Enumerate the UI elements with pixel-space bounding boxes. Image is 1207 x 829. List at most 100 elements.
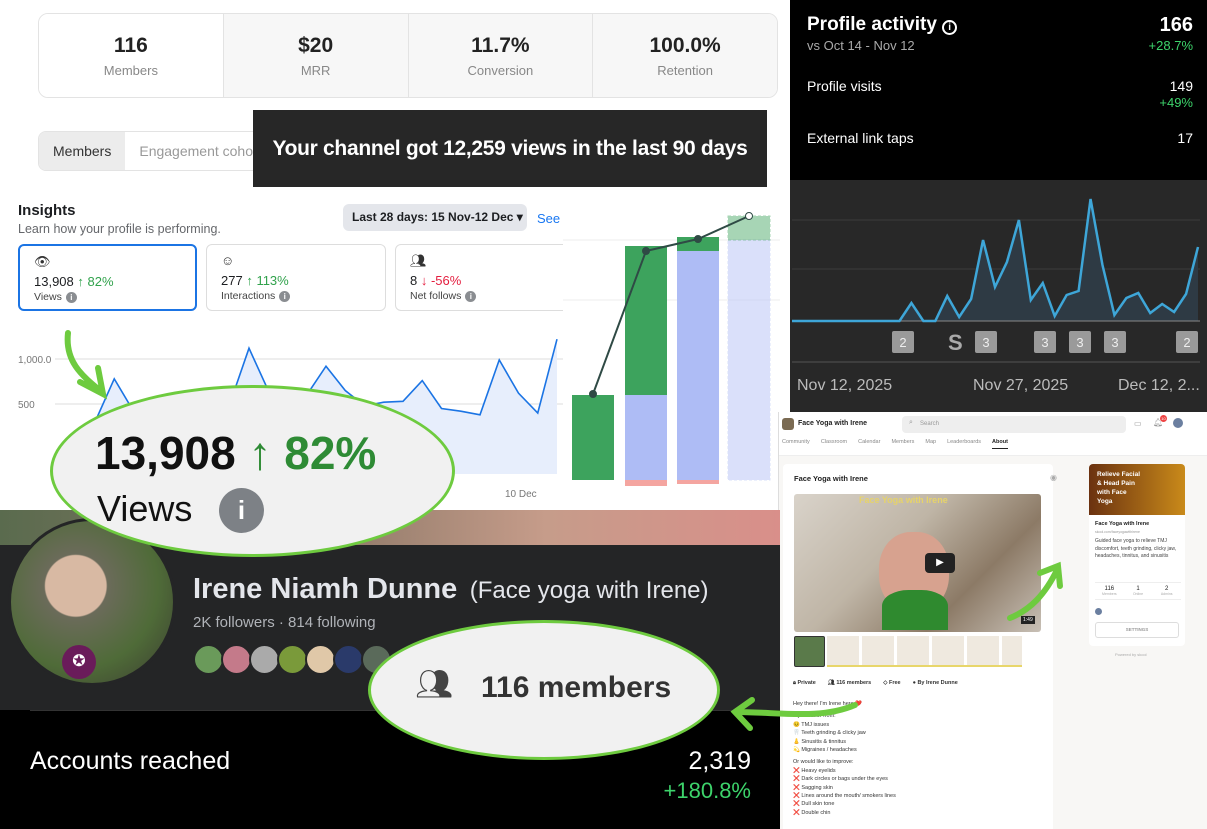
link-taps-label: External link taps bbox=[807, 130, 914, 146]
upload-marker[interactable] bbox=[1069, 331, 1091, 353]
about-line: ❌ Heavy eyelids bbox=[793, 767, 836, 774]
admin-avatar[interactable] bbox=[1095, 608, 1102, 615]
group-logo[interactable] bbox=[782, 418, 794, 430]
tab-engagement[interactable]: Engagement coho bbox=[139, 143, 253, 159]
metric-card-views[interactable]: 👁︎ 13,908 ↑ 82% Views i bbox=[18, 244, 197, 311]
video-duration: 1:49 bbox=[1021, 616, 1035, 624]
metric-label: Interactions bbox=[221, 290, 276, 302]
about-line: ❌ Lines around the mouth/ smokers lines bbox=[793, 793, 896, 800]
info-icon[interactable]: i bbox=[65, 292, 77, 303]
cumulative-point bbox=[694, 235, 702, 243]
upload-marker[interactable] bbox=[892, 331, 914, 353]
stat-card: 116 Members bbox=[39, 14, 224, 97]
metric-value-row: 8 ↓ -56% bbox=[410, 273, 560, 288]
group-name[interactable]: Face Yoga with Irene bbox=[798, 420, 867, 427]
group-stat-label: Admins bbox=[1160, 592, 1173, 596]
media-thumbnails[interactable] bbox=[827, 636, 1022, 667]
profile-name: Irene Niamh Dunne bbox=[193, 573, 458, 605]
nav-members[interactable]: Members bbox=[891, 439, 915, 445]
friend-avatar[interactable] bbox=[305, 644, 336, 675]
group-stat-value: 1 bbox=[1136, 586, 1140, 592]
insights-subtitle: Learn how your profile is performing. bbox=[18, 222, 221, 236]
search-input[interactable]: Search bbox=[902, 416, 1126, 433]
followers-count[interactable]: 2K followers · 814 following bbox=[193, 614, 376, 631]
shorts-icon[interactable]: S bbox=[948, 330, 963, 355]
powered-by[interactable]: Powered by skool bbox=[1115, 652, 1147, 657]
upload-marker[interactable] bbox=[1176, 331, 1198, 353]
accounts-reached-label: Accounts reached bbox=[30, 747, 231, 775]
views-callout-change: ↑ 82% bbox=[248, 427, 377, 479]
views-callout-value: 13,908 bbox=[95, 427, 236, 479]
info-icon[interactable]: i bbox=[465, 291, 477, 302]
info-icon[interactable]: i bbox=[942, 20, 958, 35]
upload-marker-count: 2 bbox=[1183, 335, 1190, 350]
group-stat-label: Online bbox=[1132, 592, 1144, 596]
bar-segment-negative bbox=[677, 480, 719, 484]
lock-icon: 🔒︎ bbox=[793, 680, 798, 686]
date-range-dropdown[interactable]: Last 28 days: 15 Nov-12 Dec ▾ bbox=[343, 204, 527, 231]
upload-marker[interactable] bbox=[1034, 331, 1056, 353]
tab-members[interactable]: Members bbox=[39, 132, 126, 170]
friend-avatar[interactable] bbox=[277, 644, 308, 675]
bar-segment bbox=[625, 246, 667, 395]
views-area bbox=[792, 199, 1198, 321]
nav-community[interactable]: Community bbox=[782, 439, 810, 445]
upload-marker[interactable] bbox=[975, 331, 997, 353]
views-banner: Your channel got 12,259 views in the las… bbox=[253, 110, 767, 187]
metric-change: ↑ 113% bbox=[246, 273, 289, 288]
see-link[interactable]: See bbox=[537, 211, 561, 226]
media-thumb[interactable] bbox=[794, 636, 825, 667]
stat-card: 11.7% Conversion bbox=[408, 14, 594, 97]
play-icon[interactable]: ▶ bbox=[925, 553, 955, 573]
about-line: ❌ Sagging skin bbox=[793, 784, 833, 791]
chat-icon[interactable]: ▭ bbox=[1134, 419, 1142, 428]
upload-marker[interactable] bbox=[1104, 331, 1126, 353]
video-caption: Face Yoga with Irene bbox=[859, 495, 948, 505]
nav-leaderboards[interactable]: Leaderboards bbox=[947, 439, 982, 445]
community-stats-panel: 116 Members $20 MRR 11.7% Conversion 100.0% Ret… bbox=[0, 0, 790, 195]
about-line: 💫 Migraines / headaches bbox=[793, 747, 857, 754]
metric-label-row: Net follows i bbox=[410, 290, 560, 302]
friend-avatar[interactable] bbox=[249, 644, 280, 675]
metric-value: 8 bbox=[410, 273, 418, 288]
info-icon: i bbox=[219, 488, 264, 533]
group-url[interactable]: skool.com/faceyogawithirene bbox=[1095, 530, 1140, 534]
date-range-label: Last 28 days: 15 Nov-12 Dec bbox=[352, 210, 514, 224]
stat-value: $20 bbox=[298, 33, 334, 57]
info-icon[interactable]: i bbox=[279, 291, 291, 302]
caret-down-icon: ▾ bbox=[516, 210, 523, 224]
stat-label: MRR bbox=[300, 62, 331, 78]
metric-label-row: Interactions i bbox=[221, 290, 371, 302]
profile-activity-panel: Profile activity i vs Oct 14 - Nov 12 16… bbox=[790, 0, 1207, 180]
bar-segment bbox=[677, 251, 719, 480]
x-tick-label: Nov 12, 2025 bbox=[797, 377, 892, 394]
waterfall-chart-panel bbox=[563, 195, 780, 510]
metric-change: ↓ -56% bbox=[420, 273, 462, 288]
nav-about[interactable]: About bbox=[992, 439, 1008, 449]
eye-icon[interactable]: ◉ bbox=[1050, 473, 1057, 482]
friend-avatar[interactable] bbox=[193, 644, 224, 675]
user-avatar[interactable] bbox=[1173, 418, 1183, 428]
profile-visits-value: 149 bbox=[1169, 78, 1193, 94]
meta-text: Free bbox=[888, 680, 901, 686]
nav-classroom[interactable]: Classroom bbox=[820, 439, 848, 445]
y-tick-label: 1,000.0 bbox=[18, 355, 52, 366]
meta-text: By Irene Dunne bbox=[917, 680, 958, 686]
metric-label: Views bbox=[34, 291, 62, 303]
stat-value: 11.7% bbox=[471, 33, 530, 57]
members-callout-text: 116 members bbox=[481, 671, 672, 704]
nav-map[interactable]: Map bbox=[925, 439, 937, 445]
video-thumbnail-scarf bbox=[882, 590, 948, 630]
metric-value-row: 277 ↑ 113% bbox=[221, 273, 371, 288]
nav-calendar[interactable]: Calendar bbox=[858, 439, 881, 445]
group-stat: 2 Admins bbox=[1152, 586, 1181, 596]
friend-avatar[interactable] bbox=[333, 644, 364, 675]
metric-card-net-follows[interactable]: 👥︎ 8 ↓ -56% Net follows i bbox=[395, 244, 563, 311]
stat-card: $20 MRR bbox=[223, 14, 409, 97]
bell-icon[interactable]: 🔔︎ bbox=[1153, 418, 1164, 427]
notification-badge: 10 bbox=[1160, 415, 1167, 422]
friend-avatar[interactable] bbox=[221, 644, 252, 675]
metric-value: 13,908 bbox=[34, 274, 74, 289]
metric-card-interactions[interactable]: ☺ 277 ↑ 113% Interactions i bbox=[206, 244, 386, 311]
settings-button[interactable]: SETTINGS bbox=[1095, 622, 1179, 638]
